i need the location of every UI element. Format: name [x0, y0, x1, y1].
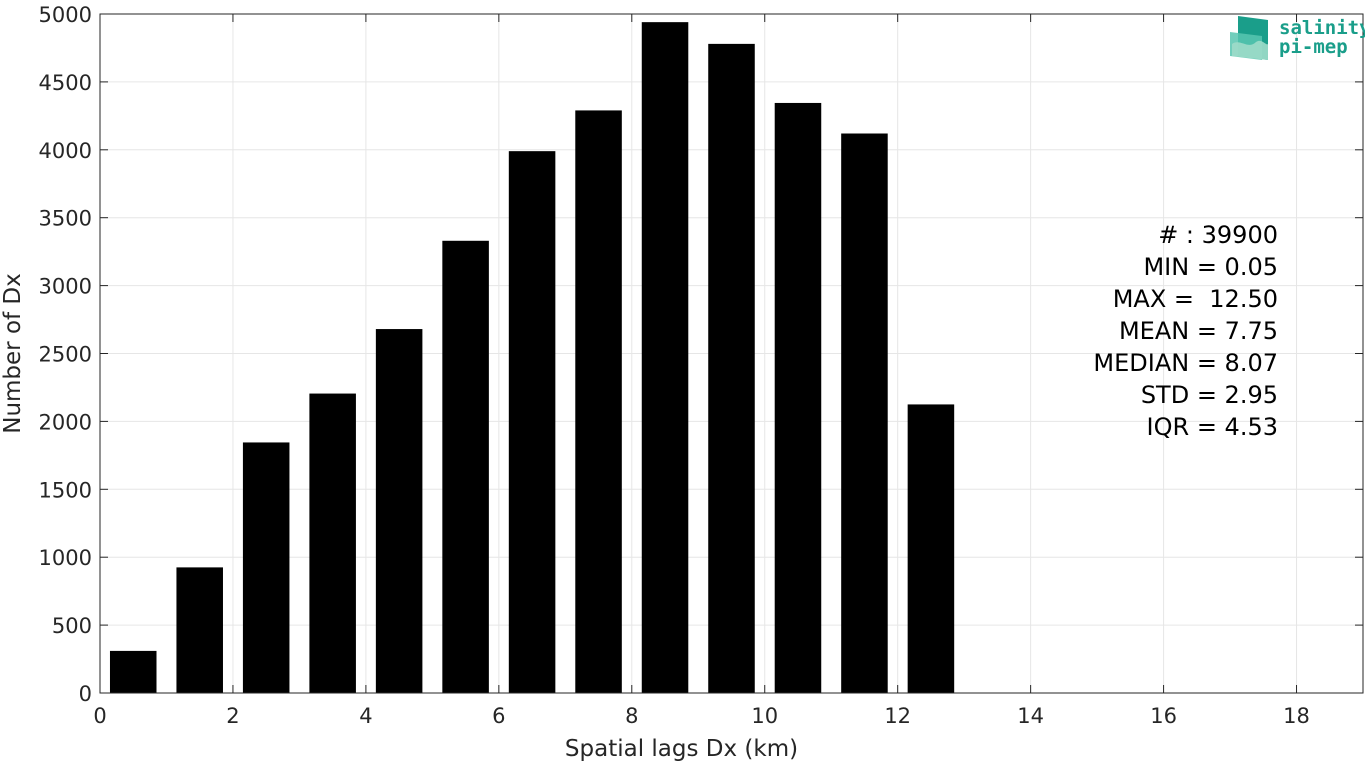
x-tick-label: 0 — [93, 704, 106, 728]
histogram-bar — [774, 102, 822, 694]
y-tick-label: 4000 — [39, 139, 92, 163]
y-tick-label: 1000 — [39, 546, 92, 570]
y-tick-label: 2000 — [39, 410, 92, 434]
x-axis-ticks: 0 2 4 6 8 10 12 14 16 18 — [93, 14, 1310, 728]
stat-line: STD = 2.95 — [1141, 381, 1278, 409]
histogram-bar — [176, 567, 223, 693]
x-axis-label: Spatial lags Dx (km) — [565, 736, 798, 762]
salinity-pi-mep-logo: salinity pi-mep — [1230, 16, 1365, 60]
x-tick-label: 6 — [492, 704, 505, 728]
y-tick-label: 1500 — [39, 478, 92, 502]
y-tick-label: 4500 — [39, 71, 92, 95]
x-tick-label: 12 — [884, 704, 911, 728]
x-tick-label: 4 — [359, 704, 372, 728]
histogram-bar — [575, 110, 622, 694]
x-tick-label: 16 — [1150, 704, 1177, 728]
x-tick-label: 8 — [625, 704, 638, 728]
histogram-bar — [907, 404, 955, 693]
histogram-bar — [375, 329, 423, 693]
histogram-bar — [309, 393, 356, 693]
stat-line: MEDIAN = 8.07 — [1093, 349, 1278, 377]
stat-line: # : 39900 — [1158, 221, 1278, 249]
x-tick-label: 10 — [751, 704, 778, 728]
stat-line: MEAN = 7.75 — [1119, 317, 1278, 345]
stat-line: MAX = 12.50 — [1113, 285, 1278, 313]
bars — [109, 22, 955, 694]
x-tick-label: 18 — [1283, 704, 1310, 728]
histogram-bar — [242, 442, 290, 693]
y-axis-label: Number of Dx — [0, 273, 26, 434]
logo-line2: pi-mep — [1279, 36, 1348, 58]
histogram-bar — [442, 240, 489, 693]
y-tick-label: 2500 — [39, 343, 92, 367]
histogram-bar — [641, 22, 689, 693]
histogram-bar — [109, 650, 157, 693]
histogram-bar — [508, 151, 556, 693]
y-tick-label: 3000 — [39, 275, 92, 299]
logo-line1: salinity — [1279, 17, 1365, 39]
histogram-bar — [708, 43, 755, 694]
y-tick-label: 3500 — [39, 207, 92, 231]
x-tick-label: 2 — [226, 704, 239, 728]
logo-icon — [1230, 16, 1268, 60]
y-tick-label: 5000 — [39, 3, 92, 27]
y-tick-label: 0 — [79, 682, 92, 706]
histogram-bar — [841, 133, 888, 693]
y-tick-label: 500 — [52, 614, 92, 638]
y-axis-ticks: 0 500 1000 1500 2000 2500 3000 3500 4000 4500 5000 — [39, 3, 1363, 706]
statistics-annotation: # : 39900 MIN = 0.05 MAX = 12.50 MEAN = 7.7… — [1093, 221, 1278, 441]
stat-line: IQR = 4.53 — [1147, 413, 1278, 441]
x-tick-label: 14 — [1017, 704, 1044, 728]
stat-line: MIN = 0.05 — [1143, 253, 1278, 281]
